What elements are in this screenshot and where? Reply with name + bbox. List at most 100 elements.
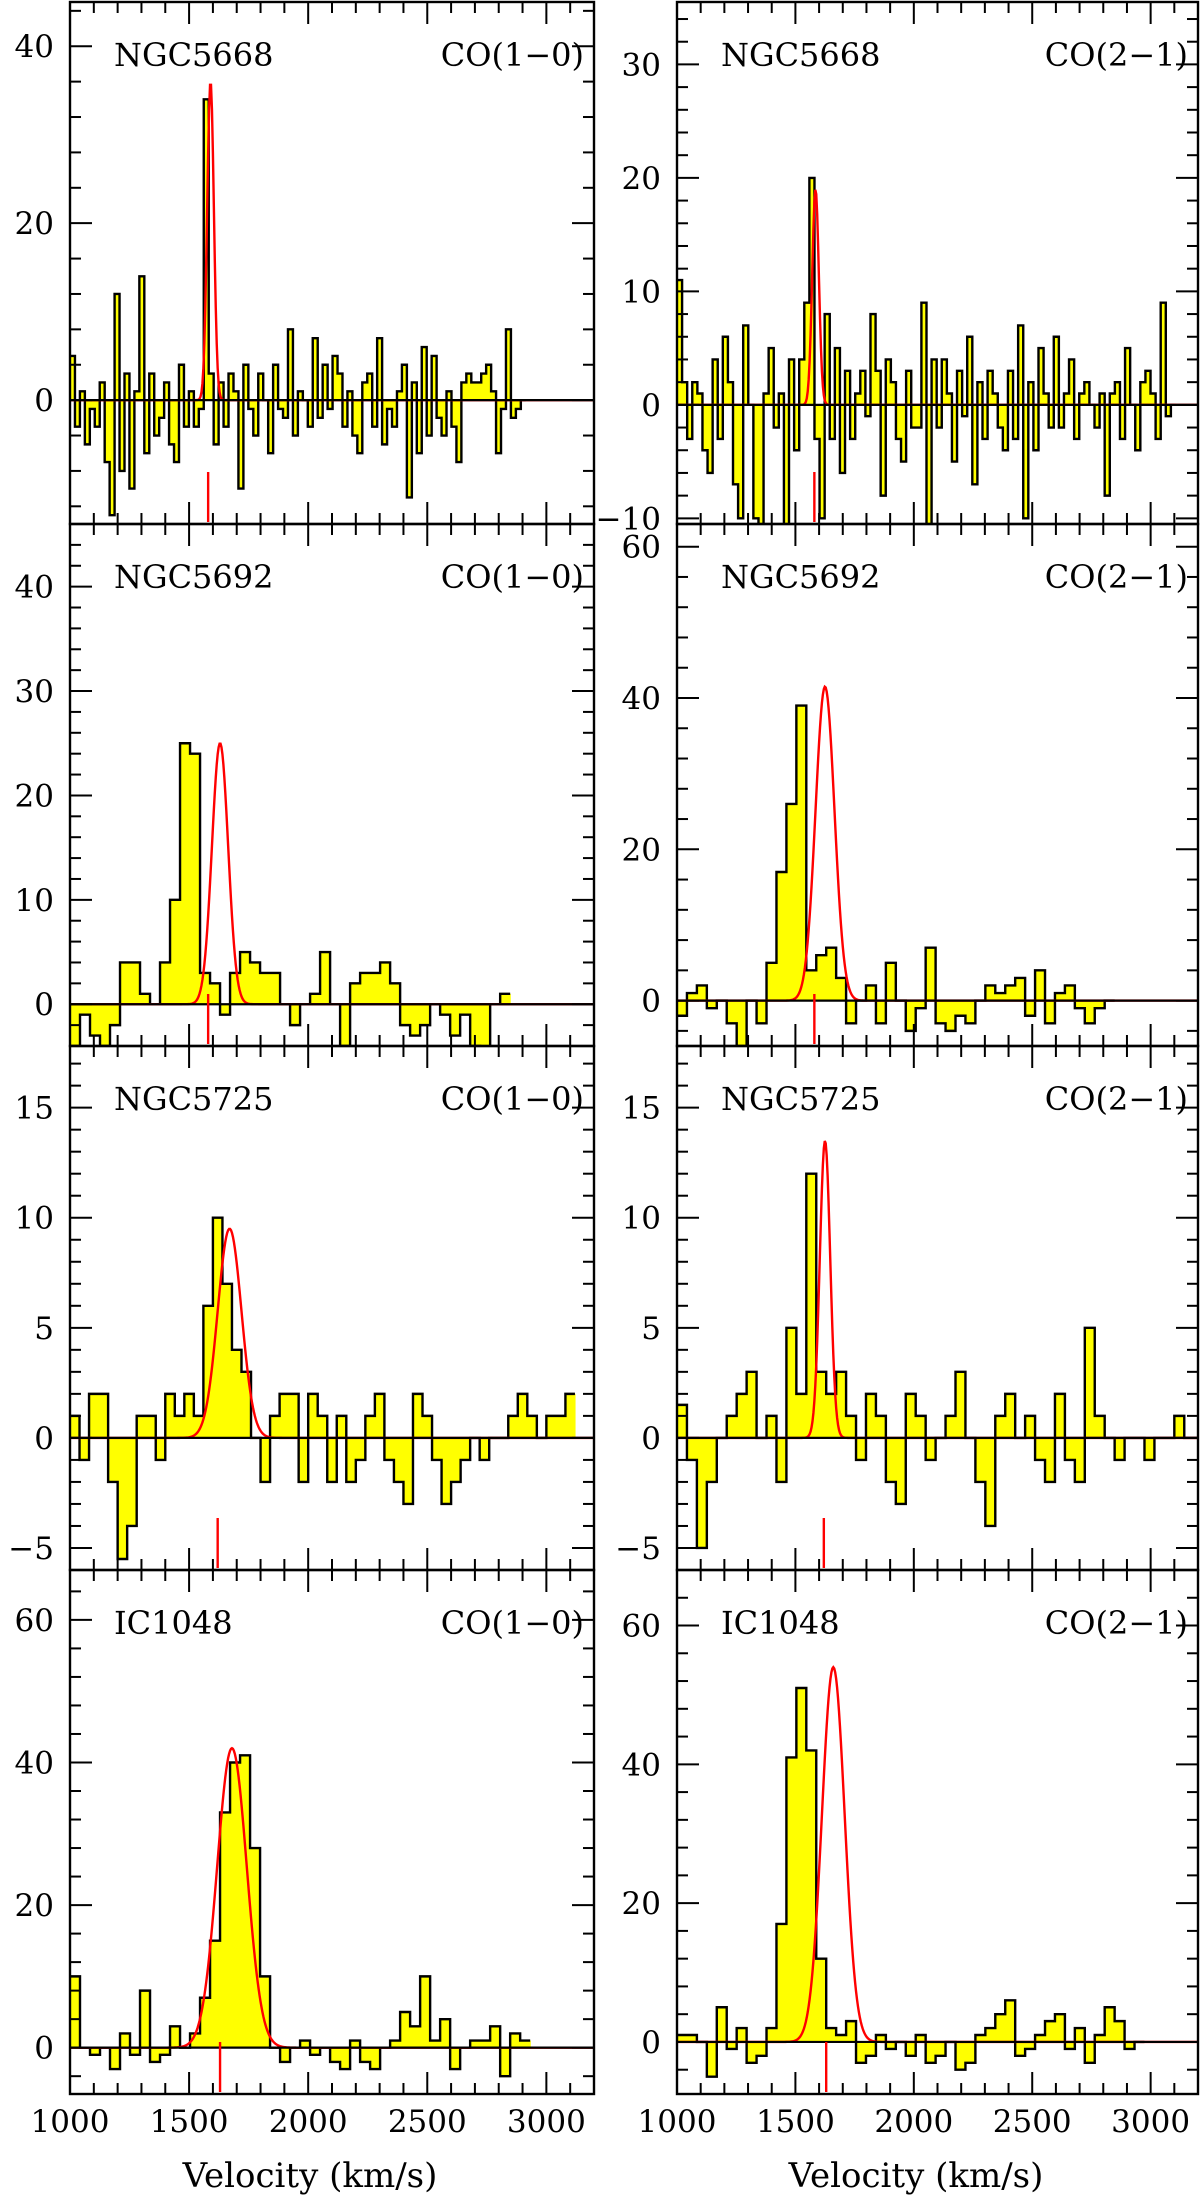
histogram-bin	[471, 382, 477, 401]
panel-ngc5692-co-2-1-: 0 20 40 60 NGC5692 CO(2−1)	[622, 522, 1200, 1048]
y-tick-label: 60	[622, 1609, 661, 1645]
histogram-bin	[253, 400, 259, 436]
histogram-bin	[1144, 1437, 1156, 1460]
histogram-bin	[270, 1415, 281, 1438]
histogram-bin	[1165, 404, 1172, 417]
histogram-bin	[736, 2028, 748, 2042]
histogram-bin	[384, 1437, 395, 1460]
histogram-bin	[965, 2041, 976, 2063]
histogram-bin	[183, 400, 190, 427]
histogram-bin	[260, 1437, 271, 1482]
histogram-bin	[139, 276, 145, 401]
histogram-bin	[203, 1305, 214, 1438]
histogram-bin	[1054, 1393, 1066, 1438]
histogram-bin	[223, 400, 230, 427]
histogram-bin	[1074, 404, 1080, 439]
histogram-bin	[796, 705, 807, 1001]
histogram-bin	[340, 1004, 351, 1046]
histogram-bin	[342, 400, 349, 427]
histogram-bin	[70, 355, 76, 401]
histogram-bin	[985, 1437, 996, 1526]
histogram-bin	[283, 400, 289, 418]
histogram-bin	[210, 983, 221, 1005]
histogram-bin	[941, 359, 948, 405]
histogram-bin	[1174, 1415, 1185, 1438]
histogram-bin	[406, 400, 413, 498]
line-label: CO(1−0)	[441, 36, 584, 74]
y-tick-label: 0	[641, 388, 661, 424]
histogram-bin	[184, 1393, 195, 1438]
histogram-bin	[1145, 370, 1152, 405]
plot-area	[70, 1746, 594, 2092]
histogram-outline	[70, 98, 526, 517]
histogram-bin	[479, 1437, 490, 1460]
galaxy-label: NGC5668	[114, 36, 273, 74]
histogram-bin	[390, 983, 401, 1005]
histogram-bin	[150, 2047, 161, 2062]
histogram-bin	[1035, 1437, 1046, 1460]
histogram-bin	[337, 373, 344, 401]
histogram-bin	[470, 1004, 481, 1046]
histogram-bin	[826, 2028, 837, 2042]
histogram-bin	[190, 753, 201, 1005]
histogram-bin	[230, 1762, 241, 2048]
histogram-bin	[159, 400, 165, 418]
histogram-bin	[496, 400, 502, 454]
histogram-bin	[985, 985, 996, 1001]
histogram-bin	[430, 2040, 441, 2048]
histogram-bin	[955, 1000, 967, 1016]
histogram-bin	[117, 1437, 128, 1559]
histogram-bin	[436, 400, 443, 418]
histogram-bin	[992, 393, 999, 405]
histogram-bin	[1114, 2021, 1126, 2042]
histogram-bin	[1099, 393, 1106, 405]
histogram-bin	[875, 2035, 887, 2042]
panel-ngc5725-co-2-1-: −5 0 5 10 15 NGC5725 CO(2−1)	[615, 1044, 1200, 1572]
histogram-bin	[441, 400, 448, 436]
histogram-bin	[1002, 404, 1009, 451]
histogram-bin	[422, 1415, 433, 1438]
histogram-bin	[292, 400, 299, 436]
histogram-bin	[743, 325, 749, 405]
histogram-bin	[995, 2014, 1006, 2042]
histogram-bin	[94, 400, 101, 427]
panel-ngc5668-co-2-1-: −10 0 10 20 30 NGC5668 CO(2−1)	[596, 0, 1200, 537]
y-tick-label: 30	[622, 47, 661, 83]
histogram-bin	[380, 962, 391, 1005]
histogram-bin	[320, 952, 331, 1005]
histogram-bin	[416, 400, 423, 454]
histogram-bin	[1094, 404, 1101, 428]
histogram-bin	[120, 962, 131, 1005]
histogram-bin	[390, 2040, 401, 2048]
galaxy-label: NGC5725	[721, 1080, 880, 1118]
histogram-bin	[431, 355, 438, 401]
histogram-bin	[350, 983, 361, 1005]
histogram-bin	[794, 404, 800, 451]
histogram-bin	[776, 1437, 788, 1482]
histogram-bin	[875, 370, 882, 405]
histogram-bin	[70, 1976, 81, 2048]
histogram-bin	[1064, 985, 1076, 1001]
histogram-bin	[901, 404, 907, 462]
histogram-bin	[829, 404, 836, 439]
histogram-bin	[1094, 1000, 1106, 1009]
histogram-bin	[441, 1437, 452, 1504]
x-tick-label: 3000	[1111, 2104, 1190, 2140]
histogram-bin	[460, 1437, 471, 1460]
histogram-bin	[546, 1415, 557, 1438]
histogram-bin	[783, 404, 790, 524]
histogram-bin	[677, 2035, 688, 2042]
histogram-bin	[845, 370, 851, 405]
histogram-bin	[278, 400, 284, 409]
line-label: CO(1−0)	[441, 1080, 584, 1118]
histogram-bin	[401, 364, 408, 401]
y-tick-label: 30	[15, 674, 54, 710]
histogram-bin	[410, 2026, 421, 2048]
plot-area	[70, 742, 594, 1046]
histogram-bin	[935, 2041, 947, 2056]
histogram-bin	[426, 400, 433, 436]
histogram-bin	[1033, 404, 1040, 451]
histogram-bin	[164, 382, 170, 401]
histogram-bin	[855, 393, 861, 405]
y-tick-label: 0	[34, 1421, 54, 1457]
